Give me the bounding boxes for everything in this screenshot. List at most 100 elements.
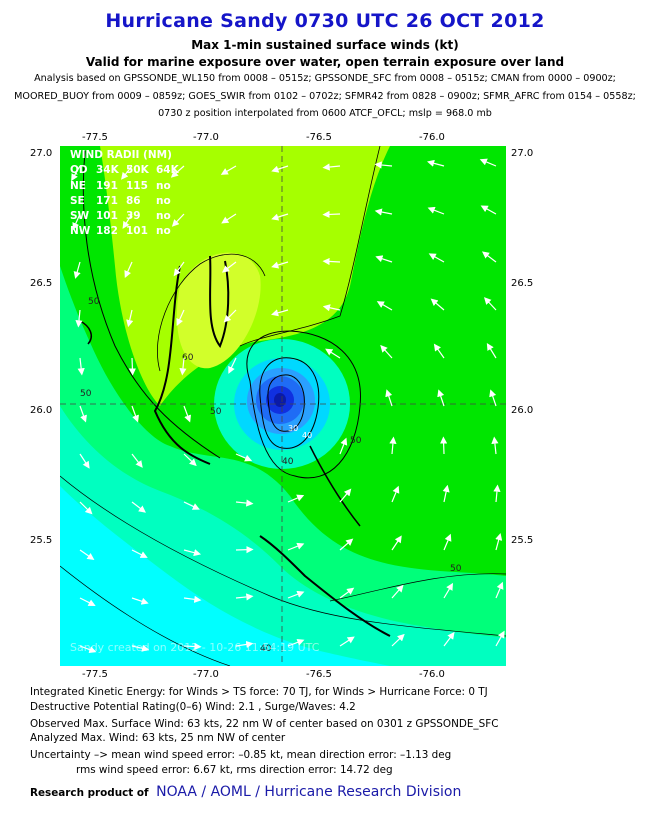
contour-label: 50 — [350, 436, 362, 446]
radii-cell: 86 — [126, 194, 141, 207]
wind-arrow — [271, 165, 289, 173]
wind-arrow — [339, 538, 354, 551]
wind-arrow — [339, 636, 355, 647]
wind-arrow — [427, 206, 445, 215]
analysis-line-1: Analysis based on GPSSONDE_WL150 from 00… — [34, 73, 616, 84]
lon-tick-top: -76.0 — [419, 132, 445, 143]
wind-arrow — [176, 309, 185, 327]
wind-arrow — [391, 485, 400, 503]
dpr-text: Destructive Potential Rating(0–6) Wind: … — [30, 701, 356, 713]
wind-arrow — [183, 642, 202, 651]
wind-arrow — [322, 304, 341, 312]
wind-arrow — [489, 389, 497, 407]
wind-arrow — [375, 255, 393, 263]
wind-radii-table: WIND RADII (NM) QD 34K 50K 64K NE 191 115 no S… — [70, 148, 179, 240]
contour-line — [60, 475, 506, 637]
contour-line — [82, 150, 221, 459]
wind-vectors — [71, 158, 505, 654]
wind-radii-row: NW 182 101 no — [70, 224, 176, 239]
wind-arrow — [480, 205, 497, 215]
lon-tick-bottom: -77.0 — [193, 669, 219, 680]
wind-band-34kt — [60, 486, 390, 666]
radii-cell: 191 — [96, 179, 118, 192]
analyzed-max-text: Analyzed Max. Wind: 63 kts, 25 nm NW of … — [30, 732, 286, 744]
wind-arrow — [376, 301, 393, 311]
wind-arrow — [385, 389, 393, 407]
lat-tick-right: 26.5 — [511, 278, 534, 289]
wind-arrow — [131, 644, 150, 652]
contour-line — [246, 330, 361, 479]
wind-arrow — [183, 595, 202, 603]
wind-arrow — [322, 210, 341, 219]
lon-tick-top: -76.5 — [306, 132, 332, 143]
radii-cell: 115 — [126, 179, 148, 192]
wind-arrow — [322, 257, 341, 266]
wind-arrow — [479, 158, 497, 167]
wind-arrow — [287, 542, 305, 551]
wind-arrow — [339, 488, 352, 503]
wind-arrow — [72, 213, 81, 231]
wind-arrow — [440, 436, 448, 455]
wind-arrow — [131, 453, 143, 468]
wind-arrow — [391, 633, 405, 647]
lon-tick-bottom: -76.0 — [419, 669, 445, 680]
wind-arrow — [442, 484, 450, 503]
research-credit: Research product of NOAA / AOML / Hurric… — [30, 784, 461, 800]
radii-cell: SE — [70, 194, 85, 207]
research-label: Research product of — [30, 787, 149, 799]
wind-arrow — [79, 405, 87, 423]
wind-arrow — [428, 253, 445, 263]
wind-arrow — [75, 309, 83, 328]
contour-label: 40 — [260, 644, 272, 654]
wind-arrow — [443, 533, 452, 551]
wind-arrow — [235, 499, 254, 507]
wind-arrow — [374, 161, 393, 169]
contour-label: 50 — [210, 407, 222, 417]
radii-header-cell: 64K — [156, 164, 179, 177]
wind-arrow — [481, 251, 497, 263]
wind-arrow — [183, 501, 200, 510]
wind-arrow — [287, 494, 305, 503]
wind-arrow — [121, 165, 133, 180]
lon-tick-top: -77.0 — [193, 132, 219, 143]
radii-cell: 182 — [96, 225, 118, 238]
contour-line — [239, 146, 381, 347]
radii-cell: no — [156, 179, 171, 192]
research-link[interactable]: NOAA / AOML / Hurricane Research Divisio… — [156, 784, 462, 800]
radii-cell: SW — [70, 210, 90, 223]
wind-arrow — [170, 165, 185, 178]
radii-cell: 101 — [96, 210, 118, 223]
wind-arrow — [374, 208, 393, 216]
radii-header-cell: QD — [70, 164, 88, 177]
wind-arrow — [173, 261, 185, 277]
radii-cell: 171 — [96, 194, 118, 207]
contour-label: 40 — [282, 457, 294, 467]
lon-tick-top: -77.5 — [82, 132, 108, 143]
wind-radii-row: NE 191 115 no — [70, 179, 176, 194]
wind-radii-row: SW 101 39 no — [70, 209, 176, 224]
wind-arrow — [235, 453, 253, 462]
wind-arrow — [79, 597, 96, 606]
subtitle-exposure: Valid for marine exposure over water, op… — [85, 55, 565, 69]
wind-arrow — [79, 453, 90, 469]
contour-line — [259, 357, 320, 449]
contour-line — [267, 374, 305, 432]
wind-arrow — [171, 213, 185, 227]
wind-arrow — [128, 357, 137, 376]
wind-arrow — [79, 645, 97, 654]
wind-arrow — [495, 581, 504, 599]
uncertainty-text-2: rms wind speed error: 6.67 kt, rms direc… — [76, 764, 393, 776]
wind-arrow — [131, 597, 149, 605]
lon-tick-bottom: -76.5 — [306, 669, 332, 680]
analysis-line-3: 0730 z position interpolated from 0600 A… — [158, 108, 492, 119]
radii-cell: 101 — [126, 225, 148, 238]
wind-arrow — [495, 533, 503, 551]
wind-analysis-map: 50 60 50 50 50 40 40 50 30 40 — [60, 146, 506, 666]
wind-arrow — [339, 587, 355, 599]
wind-band-west — [60, 146, 170, 446]
lat-tick-left: 26.5 — [30, 278, 53, 289]
coastline — [259, 535, 391, 637]
wind-arrow — [389, 436, 397, 455]
contour-label: 60 — [182, 353, 194, 363]
wind-arrow — [71, 165, 81, 182]
